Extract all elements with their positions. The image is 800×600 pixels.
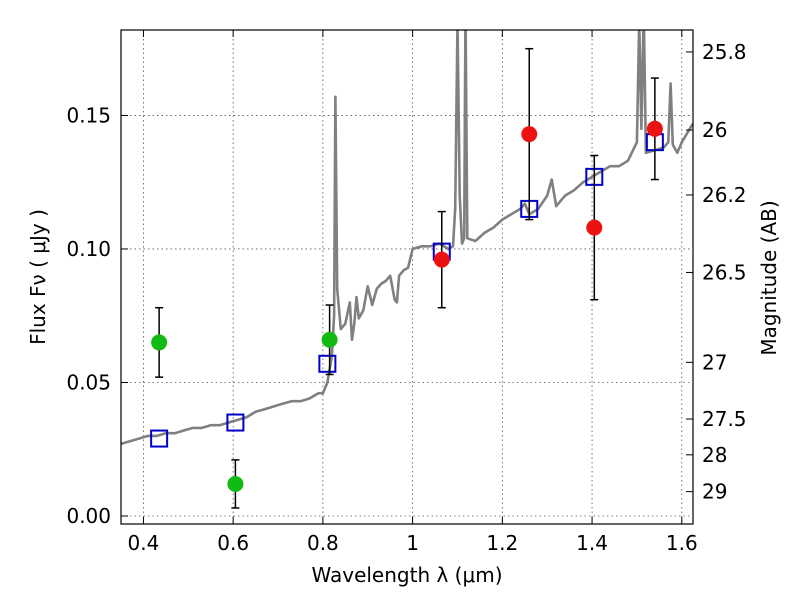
y-axis-title: Flux Fν ( μJy ) — [26, 209, 50, 345]
red-data-point — [521, 126, 538, 143]
model-band-marker — [150, 429, 169, 448]
x-tick-label: 1 — [406, 531, 419, 555]
x-tick-label: 0.6 — [217, 531, 249, 555]
axes: 0.4 0.6 0.8 1 1.2 1.4 1.6 0.00 0.05 0.10 0.15 25.8 2… — [66, 30, 747, 555]
y2-axis-title: Magnitude (AB) — [757, 200, 781, 355]
y-tick-label: 0.15 — [66, 103, 111, 127]
grid — [121, 30, 693, 524]
plot-frame — [120, 29, 694, 525]
y-tick-label: 0.00 — [66, 504, 111, 528]
x-tick-label: 1.4 — [576, 531, 608, 555]
y-tick-label: 0.05 — [66, 370, 111, 394]
red-data-point — [646, 120, 663, 137]
x-tick-label: 0.4 — [128, 531, 160, 555]
model-band-marker — [226, 413, 245, 432]
y2-tick-label: 27.5 — [702, 407, 747, 431]
red-data-point — [433, 251, 450, 268]
y2-tick-label: 25.8 — [702, 40, 747, 64]
y2-tick-label: 26 — [702, 118, 727, 142]
y2-tick-label: 26.2 — [702, 183, 747, 207]
y2-tick-label: 27 — [702, 350, 727, 374]
green-data-point — [321, 331, 338, 348]
y-tick-label: 0.10 — [66, 237, 111, 261]
y2-tick-label: 26.5 — [702, 260, 747, 284]
x-tick-label: 1.2 — [486, 531, 518, 555]
x-tick-label: 1.6 — [666, 531, 698, 555]
model-spectrum-line — [121, 30, 693, 446]
green-data-point — [151, 334, 168, 351]
green-data-point — [227, 475, 244, 492]
x-axis-title: Wavelength λ (μm) — [311, 563, 502, 587]
red-data-point — [586, 219, 603, 236]
y2-tick-label: 28 — [702, 443, 727, 467]
plot-area — [121, 30, 693, 509]
model-band-marker — [318, 354, 337, 373]
y2-tick-label: 29 — [702, 480, 727, 504]
x-tick-label: 0.8 — [307, 531, 339, 555]
